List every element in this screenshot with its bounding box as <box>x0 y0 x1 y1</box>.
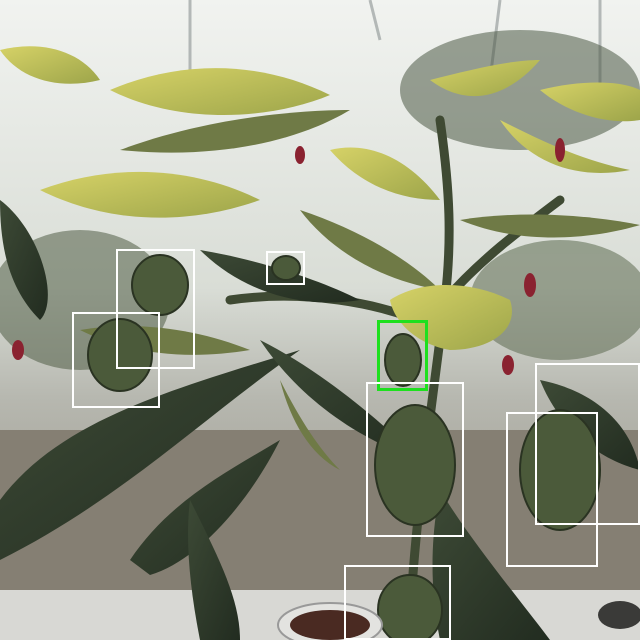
dark-leaves <box>0 200 640 640</box>
peppers <box>87 254 601 640</box>
red-chilies <box>12 138 565 375</box>
plant-pot <box>277 601 640 640</box>
light-leaves <box>0 46 640 350</box>
